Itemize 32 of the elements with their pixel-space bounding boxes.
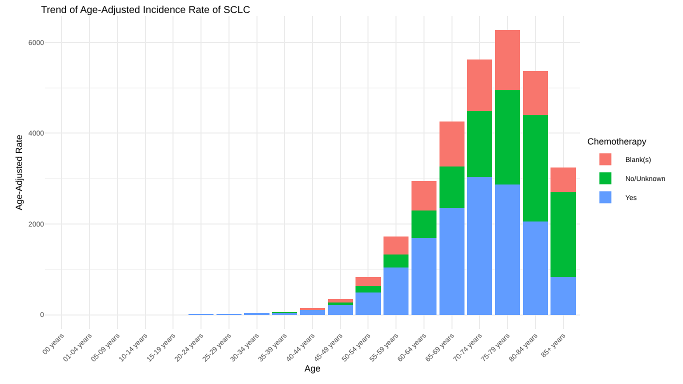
bar	[495, 30, 520, 90]
bar	[356, 286, 381, 292]
chart-title: Trend of Age-Adjusted Incidence Rate of SCLC	[40, 4, 250, 16]
bar	[384, 268, 409, 315]
bar	[439, 121, 464, 166]
y-axis-title: Age-Adjusted Rate	[14, 134, 24, 210]
bar	[328, 298, 353, 303]
legend-title: Chemotherapy	[587, 136, 647, 147]
bar	[467, 60, 492, 111]
bar	[384, 254, 409, 268]
bar	[522, 221, 548, 315]
bar	[467, 110, 492, 177]
bar	[411, 210, 436, 238]
bar	[411, 181, 436, 211]
bar	[328, 305, 353, 315]
bar	[467, 176, 492, 315]
bar	[550, 276, 576, 315]
bar	[384, 236, 409, 254]
bar	[356, 277, 381, 286]
bar	[550, 192, 576, 277]
bar	[522, 115, 548, 222]
bar	[550, 167, 576, 192]
bar	[522, 71, 548, 116]
bar	[328, 302, 353, 306]
bar	[495, 90, 520, 184]
bar	[495, 184, 520, 315]
bar	[356, 292, 381, 315]
bar	[411, 238, 436, 315]
x-axis-title: Age	[304, 364, 321, 374]
bar	[439, 166, 464, 208]
bar	[439, 208, 464, 315]
bar	[300, 310, 326, 315]
